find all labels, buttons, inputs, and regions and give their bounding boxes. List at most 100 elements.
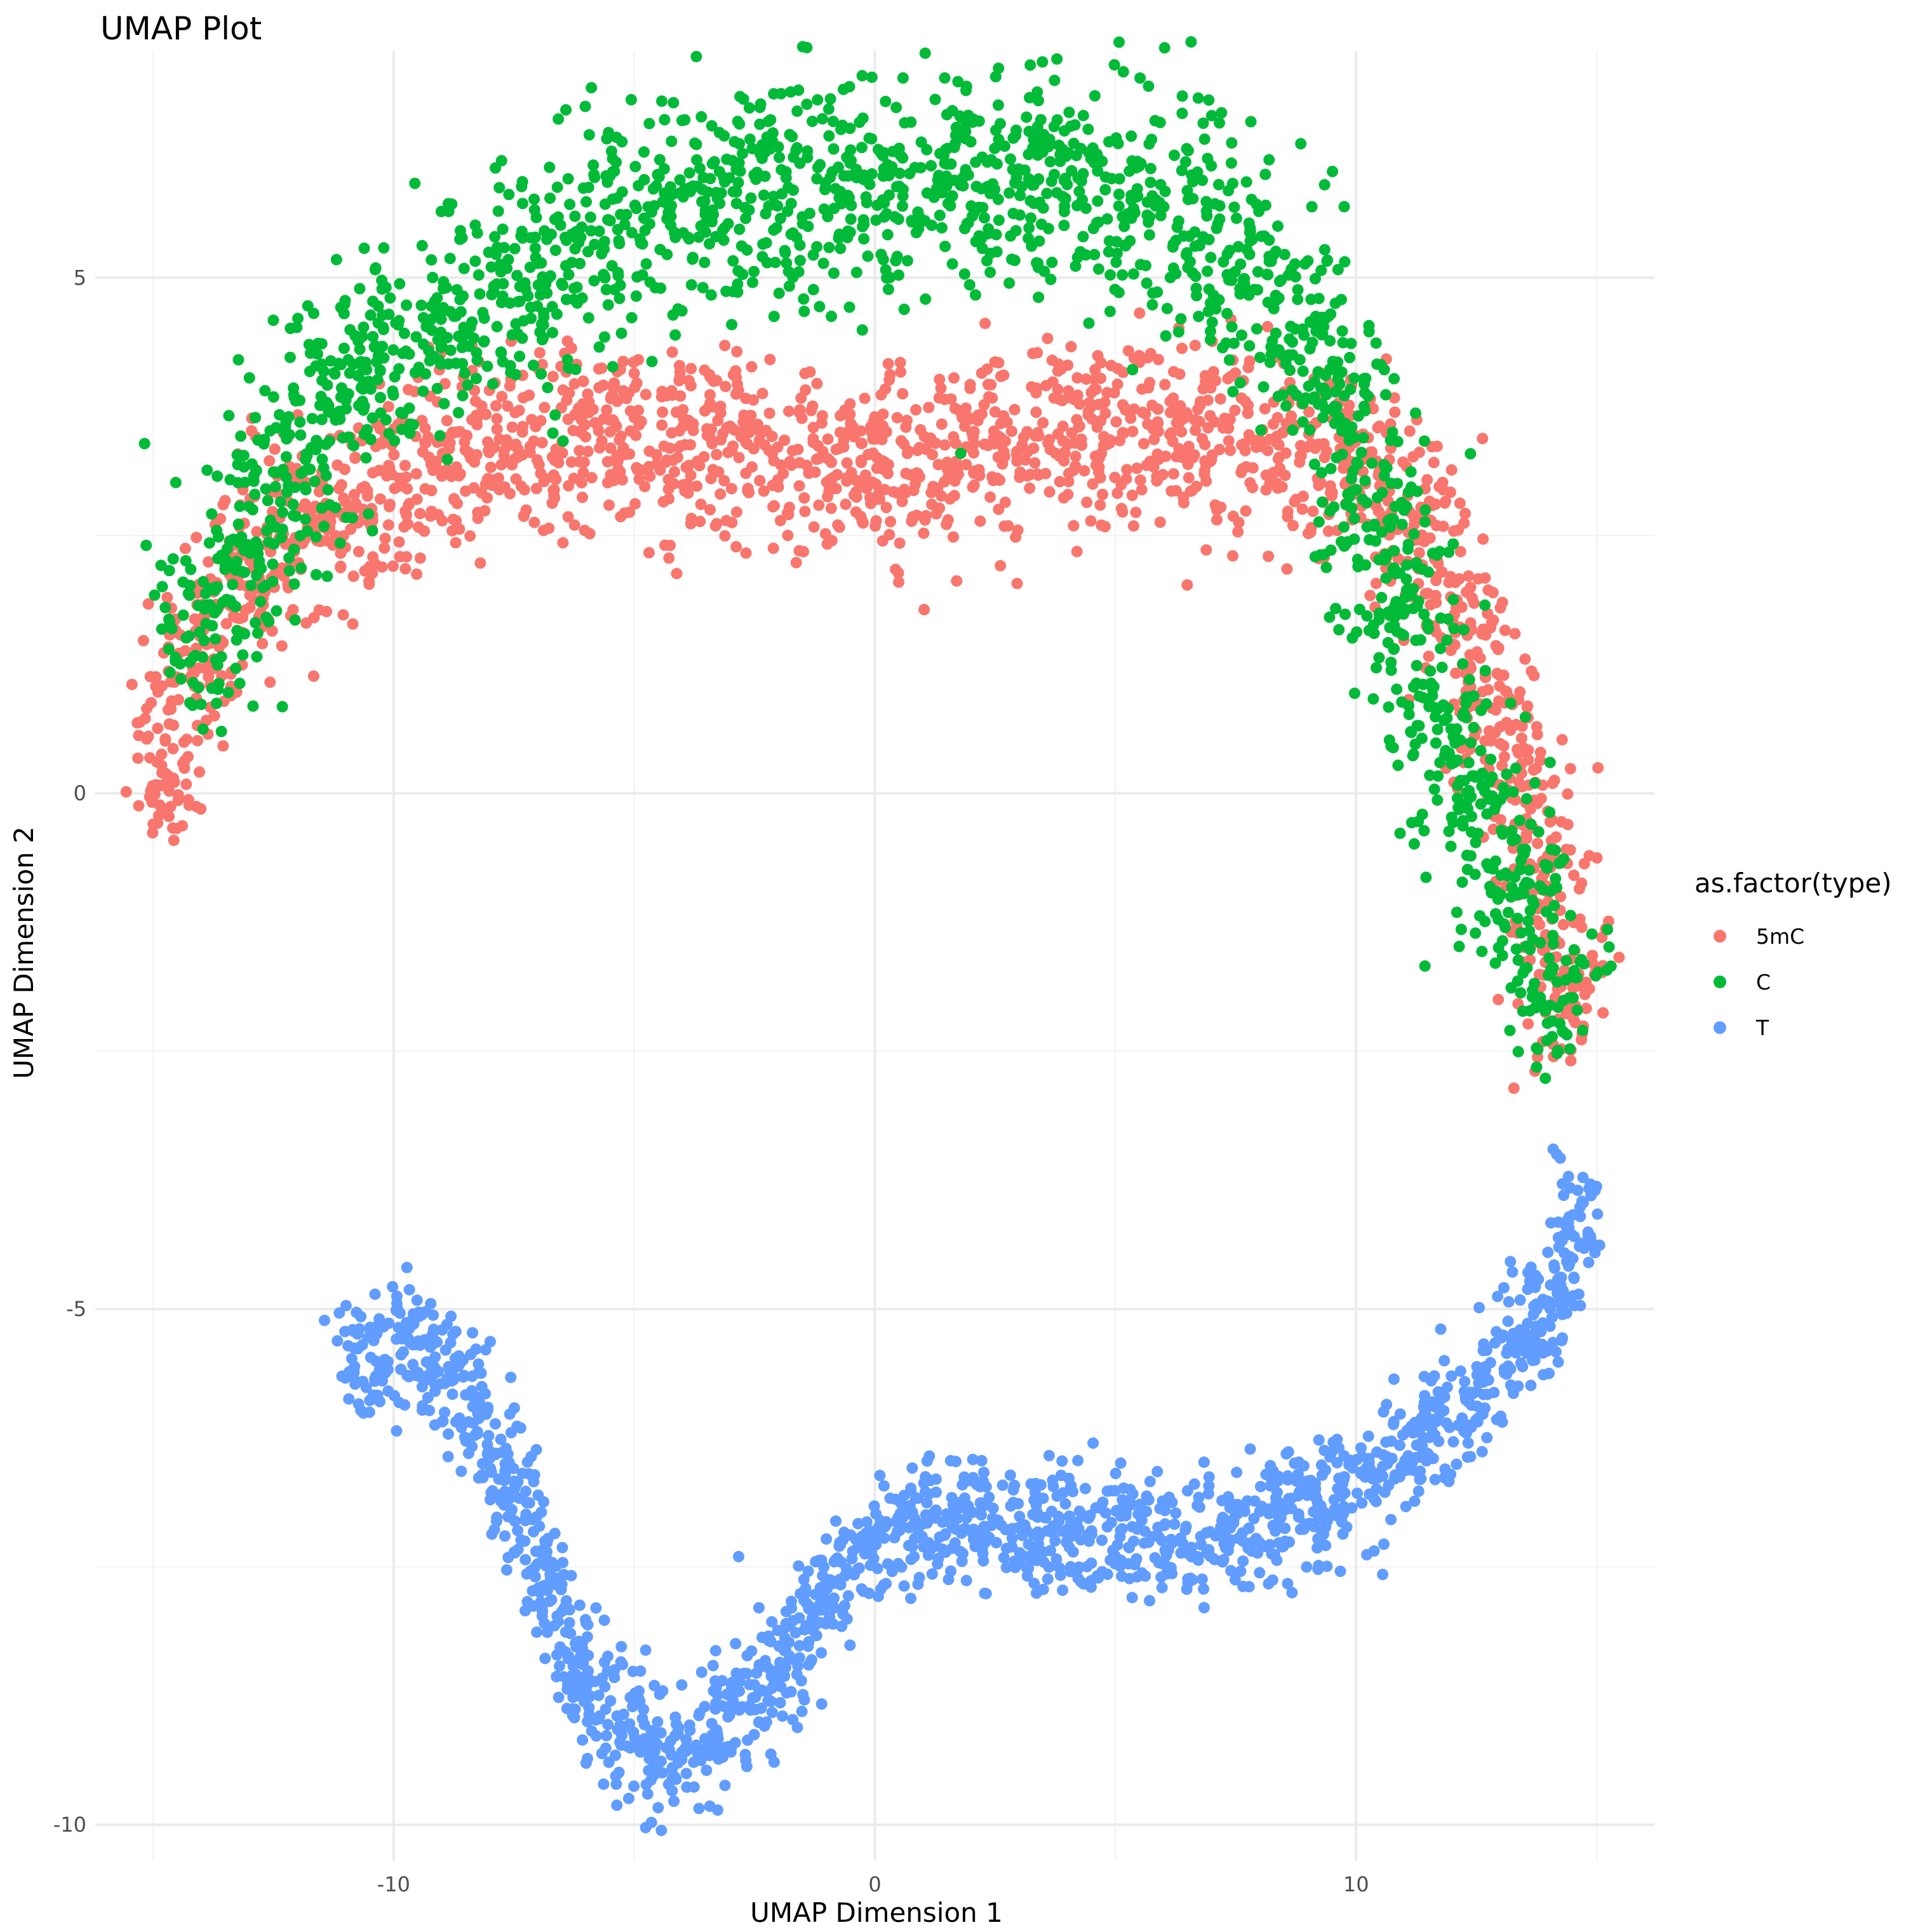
point-C <box>438 398 450 410</box>
point-5mC <box>840 427 852 439</box>
point-C <box>828 143 840 155</box>
point-C <box>1032 139 1044 151</box>
point-C <box>316 374 328 386</box>
point-5mC <box>876 535 889 547</box>
point-C <box>1428 681 1440 693</box>
point-C <box>1044 156 1056 168</box>
point-C <box>1033 173 1045 185</box>
point-C <box>970 156 982 168</box>
point-T <box>652 1802 664 1814</box>
point-C <box>1452 779 1464 791</box>
point-C <box>1070 260 1082 272</box>
point-5mC <box>413 521 424 533</box>
point-5mC <box>1498 751 1510 763</box>
point-C <box>1411 720 1423 732</box>
point-5mC <box>1494 602 1506 614</box>
point-5mC <box>1076 439 1088 451</box>
point-C <box>987 178 998 190</box>
point-C <box>246 504 258 516</box>
point-C <box>976 243 988 255</box>
point-C <box>798 293 810 305</box>
point-C <box>607 152 619 164</box>
point-C <box>1143 80 1155 92</box>
point-T <box>401 1261 413 1273</box>
point-C <box>619 218 631 231</box>
point-5mC <box>1110 416 1122 428</box>
point-5mC <box>877 408 889 420</box>
point-T <box>638 1719 650 1731</box>
point-C <box>1451 792 1463 804</box>
point-5mC <box>401 509 412 521</box>
point-T <box>521 1596 533 1607</box>
point-5mC <box>582 445 594 457</box>
point-5mC <box>556 447 568 459</box>
point-C <box>1099 184 1111 196</box>
point-C <box>1465 448 1477 460</box>
point-T <box>613 1766 625 1778</box>
point-C <box>1483 776 1495 788</box>
point-5mC <box>474 557 486 569</box>
point-C <box>227 579 239 591</box>
point-C <box>420 368 431 380</box>
point-C <box>1053 139 1065 151</box>
point-C <box>380 414 392 426</box>
point-C <box>1360 372 1372 384</box>
point-5mC <box>379 542 391 554</box>
point-C <box>1202 265 1214 278</box>
point-T <box>549 1527 561 1540</box>
point-C <box>1038 265 1050 278</box>
point-5mC <box>685 469 697 481</box>
point-C <box>1010 130 1022 142</box>
point-C <box>758 189 770 201</box>
point-C <box>367 295 379 307</box>
point-C <box>1048 121 1060 133</box>
point-T <box>828 1592 840 1604</box>
point-C <box>863 132 875 144</box>
point-5mC <box>234 612 246 624</box>
point-C <box>549 245 561 257</box>
point-C <box>300 513 311 525</box>
point-C <box>1480 698 1493 710</box>
point-T <box>846 1553 858 1565</box>
point-5mC <box>267 506 279 518</box>
point-5mC <box>220 618 232 630</box>
point-C <box>1033 95 1044 107</box>
point-5mC <box>805 405 817 417</box>
point-T <box>765 1695 777 1707</box>
point-5mC <box>1413 446 1425 459</box>
point-T <box>349 1342 360 1354</box>
point-C <box>949 130 962 141</box>
point-5mC <box>1534 918 1546 930</box>
point-C <box>1113 286 1125 299</box>
point-C <box>560 104 572 116</box>
point-C <box>883 170 895 182</box>
point-C <box>1317 496 1329 508</box>
point-C <box>1551 976 1563 988</box>
point-C <box>1070 149 1082 161</box>
point-T <box>514 1422 527 1434</box>
point-T <box>930 1504 942 1516</box>
point-T <box>727 1689 739 1701</box>
point-C <box>588 169 600 180</box>
point-5mC <box>570 408 582 420</box>
point-C <box>697 171 709 184</box>
point-5mC <box>1557 918 1569 930</box>
point-5mC <box>557 537 569 549</box>
point-C <box>281 486 293 498</box>
point-5mC <box>897 388 909 399</box>
point-T <box>523 1497 535 1509</box>
point-C <box>1512 954 1524 966</box>
point-C <box>1486 790 1498 802</box>
point-5mC <box>152 686 164 698</box>
point-C <box>516 176 528 188</box>
point-T <box>495 1433 507 1446</box>
point-5mC <box>941 463 953 475</box>
point-5mC <box>471 409 482 421</box>
point-5mC <box>144 752 156 764</box>
point-5mC <box>1222 373 1234 385</box>
point-T <box>349 1375 361 1387</box>
point-C <box>1530 1002 1541 1014</box>
point-C <box>858 233 870 245</box>
point-T <box>842 1590 854 1602</box>
point-T <box>627 1665 639 1677</box>
